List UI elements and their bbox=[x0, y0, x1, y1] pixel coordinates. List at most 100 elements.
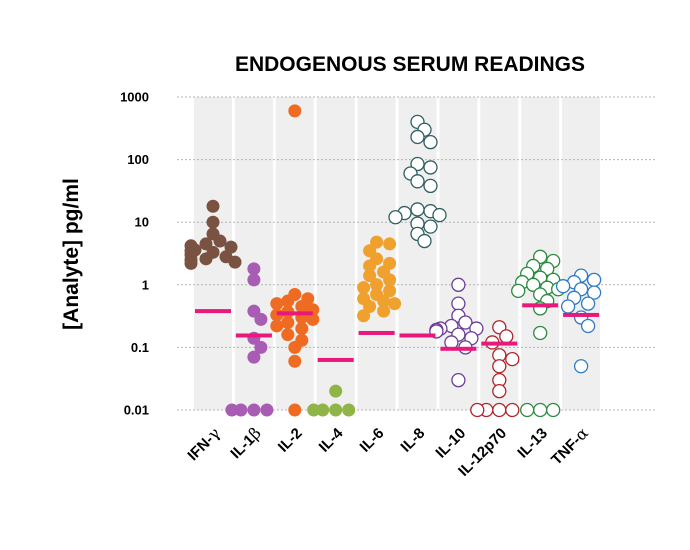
data-points bbox=[184, 104, 602, 418]
point-il-6 bbox=[363, 269, 377, 283]
point-ifn bbox=[184, 239, 198, 253]
point-tnf bbox=[580, 318, 596, 334]
point-il-13 bbox=[526, 277, 541, 292]
point-il-6 bbox=[363, 300, 377, 314]
median-ifn bbox=[195, 309, 231, 314]
median-il-8 bbox=[399, 333, 436, 338]
point-il-1 bbox=[234, 403, 248, 417]
median-tnf bbox=[563, 312, 600, 317]
point-il-12p70 bbox=[492, 402, 507, 418]
median-il-12p70 bbox=[481, 341, 518, 346]
point-il-4 bbox=[329, 384, 343, 398]
point-il-1 bbox=[260, 403, 274, 417]
point-il-8 bbox=[423, 178, 438, 194]
category-label-il-13: IL-13 bbox=[514, 425, 551, 462]
point-il-6 bbox=[383, 284, 397, 298]
point-il-10 bbox=[458, 315, 473, 330]
point-il-4 bbox=[307, 403, 321, 417]
category-label-tnf: TNF-α bbox=[547, 423, 592, 468]
point-il-6 bbox=[357, 281, 371, 295]
point-il-4 bbox=[342, 403, 356, 417]
point-il-12p70 bbox=[470, 402, 485, 418]
point-il-13 bbox=[511, 283, 526, 299]
point-il-10 bbox=[451, 296, 466, 311]
point-il-6 bbox=[383, 273, 397, 287]
median-il-13 bbox=[522, 303, 559, 308]
median-il-10 bbox=[440, 346, 477, 351]
point-il-1 bbox=[254, 340, 268, 354]
band-il-10 bbox=[439, 97, 478, 410]
category-label-il-10: IL-10 bbox=[432, 425, 469, 462]
band-il-4 bbox=[316, 97, 355, 410]
point-il-8 bbox=[423, 219, 438, 234]
point-il-1 bbox=[247, 273, 261, 287]
point-ifn bbox=[206, 199, 220, 213]
point-ifn bbox=[206, 215, 220, 229]
chart-title: ENDOGENOUS SERUM READINGS bbox=[235, 53, 585, 76]
category-label-il-8: IL-8 bbox=[397, 425, 428, 456]
point-tnf bbox=[560, 299, 576, 314]
point-il-6 bbox=[377, 304, 391, 318]
point-il-8 bbox=[417, 233, 432, 249]
point-il-2 bbox=[270, 319, 284, 333]
y-tick-label: 0.01 bbox=[124, 403, 149, 418]
point-il-2 bbox=[288, 354, 302, 368]
point-ifn bbox=[224, 240, 238, 254]
point-il-6 bbox=[363, 259, 377, 273]
point-il-8 bbox=[423, 135, 438, 150]
point-il-8 bbox=[410, 156, 425, 172]
category-label-il-2: IL-2 bbox=[275, 425, 306, 456]
y-axis-label: [Analyte] pg/ml bbox=[60, 178, 83, 330]
point-il-12p70 bbox=[505, 351, 520, 367]
point-tnf bbox=[573, 359, 589, 374]
point-il-2 bbox=[288, 403, 302, 417]
point-il-8 bbox=[410, 202, 425, 217]
median-il-4 bbox=[317, 357, 354, 362]
point-il-1 bbox=[225, 403, 239, 417]
point-il-12p70 bbox=[505, 402, 520, 418]
point-il-10 bbox=[451, 277, 466, 292]
point-ifn bbox=[228, 255, 242, 269]
point-il-12p70 bbox=[492, 384, 507, 399]
category-label-il-4: IL-4 bbox=[316, 424, 347, 455]
point-il-2 bbox=[295, 322, 309, 336]
point-il-8 bbox=[410, 174, 425, 189]
point-il-12p70 bbox=[492, 359, 507, 374]
point-il-8 bbox=[410, 129, 425, 145]
point-il-1 bbox=[254, 312, 268, 326]
point-il-13 bbox=[533, 402, 548, 418]
y-tick-label: 100 bbox=[127, 152, 149, 167]
median-il-6 bbox=[358, 330, 395, 335]
point-il-13 bbox=[533, 325, 548, 341]
point-tnf bbox=[555, 279, 571, 294]
category-label-il-6: IL-6 bbox=[357, 425, 388, 456]
point-il-2 bbox=[281, 328, 295, 342]
y-tick-label: 0.1 bbox=[131, 340, 149, 355]
point-il-13 bbox=[520, 402, 535, 418]
band-tnf bbox=[562, 97, 601, 410]
category-label-il-1: IL-1β bbox=[226, 423, 265, 462]
point-il-2 bbox=[270, 297, 284, 311]
point-il-6 bbox=[357, 309, 371, 323]
point-il-2 bbox=[281, 294, 295, 308]
point-il-13 bbox=[546, 402, 561, 418]
y-tick-label: 10 bbox=[135, 215, 149, 230]
point-ifn bbox=[213, 234, 227, 248]
point-il-4 bbox=[316, 403, 330, 417]
point-il-8 bbox=[432, 207, 447, 223]
median-markers bbox=[195, 303, 600, 362]
point-ifn bbox=[199, 252, 213, 266]
point-il-1 bbox=[247, 262, 261, 276]
point-tnf bbox=[580, 296, 596, 311]
point-ifn bbox=[184, 256, 198, 270]
point-il-12p70 bbox=[499, 329, 514, 344]
point-il-2 bbox=[295, 300, 309, 314]
point-il-6 bbox=[377, 294, 391, 308]
point-il-2 bbox=[281, 315, 295, 329]
point-il-1 bbox=[247, 350, 261, 364]
y-tick-labels: 1000 100 10 1 0.1 0.01 bbox=[120, 90, 149, 418]
y-tick-label: 1 bbox=[142, 277, 149, 292]
point-il-6 bbox=[370, 278, 384, 292]
